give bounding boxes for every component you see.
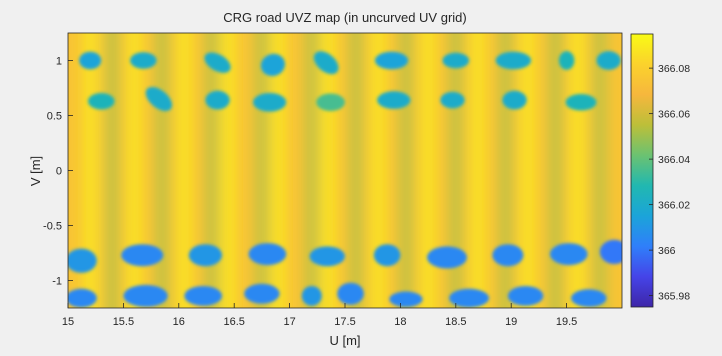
x-tick-label: 15 xyxy=(62,316,74,328)
y-tick-label: -0.5 xyxy=(43,221,62,233)
depression-blob xyxy=(205,90,230,110)
colorbar-ticks: 366.08 366.06 366.04 366.02 366 365.98 xyxy=(649,63,690,303)
stripe-high xyxy=(178,33,190,308)
colorbar-tick-label: 366.08 xyxy=(658,63,690,75)
depression-blob xyxy=(123,284,168,307)
x-axis-label: U [m] xyxy=(329,333,360,348)
stripe-high xyxy=(272,33,285,308)
stripe-low xyxy=(107,33,118,308)
depression-blob xyxy=(130,52,157,69)
y-axis-ticks: 1 0.5 0 -0.5 -1 xyxy=(43,56,73,288)
stripe-low xyxy=(550,33,561,308)
depression-blob xyxy=(599,239,622,264)
plot-area xyxy=(68,33,622,308)
stripe-low xyxy=(500,33,511,308)
x-axis-ticks: 15 15.5 16 16.5 17 17.5 18 18.5 19 19.5 xyxy=(62,303,577,328)
stripe-low xyxy=(351,33,362,308)
depression-blob xyxy=(204,52,231,73)
y-axis-label: V [m] xyxy=(28,156,43,186)
stripe-high xyxy=(572,33,584,308)
depression-blob xyxy=(558,51,575,70)
depression-blob xyxy=(596,51,621,70)
depression-blob xyxy=(495,51,532,70)
depression-blob xyxy=(440,91,465,109)
depression-blob xyxy=(426,246,467,269)
x-tick-label: 16 xyxy=(173,316,185,328)
depression-blob xyxy=(79,51,102,70)
heatmap-background xyxy=(68,33,622,308)
colorbar-tick-label: 366.02 xyxy=(658,200,690,212)
x-tick-label: 17 xyxy=(283,316,295,328)
stripe-low xyxy=(306,33,317,308)
depression-blob xyxy=(377,91,411,109)
colorbar-tick-label: 366 xyxy=(658,245,676,257)
depression-blob xyxy=(571,289,607,307)
depression-blob xyxy=(87,92,115,110)
depression-blob xyxy=(68,288,97,308)
stripe-low xyxy=(207,33,218,308)
depression-blob xyxy=(389,291,423,307)
depression-blob xyxy=(184,286,223,306)
depression-blob xyxy=(313,51,339,75)
depression-blob xyxy=(244,283,280,304)
depression-blob xyxy=(68,248,97,273)
y-tick-label: -1 xyxy=(52,276,62,288)
depression-blob xyxy=(260,53,286,77)
x-tick-label: 17.5 xyxy=(334,316,355,328)
stripe-low xyxy=(256,33,267,308)
x-tick-label: 19 xyxy=(505,316,517,328)
stripe-high xyxy=(472,33,484,308)
depression-blob xyxy=(337,282,364,305)
x-tick-label: 19.5 xyxy=(556,316,577,328)
heatmap-stripes xyxy=(84,33,605,308)
depression-blob xyxy=(502,90,527,110)
heatmap-blobs xyxy=(68,51,622,308)
stripe-high xyxy=(84,33,96,308)
stripe-high xyxy=(522,33,534,308)
depression-blob xyxy=(248,243,287,266)
stripe-high xyxy=(128,33,141,308)
y-tick-label: 0.5 xyxy=(47,111,62,123)
depression-blob xyxy=(309,246,345,267)
colorbar xyxy=(630,33,654,308)
stripe-low xyxy=(400,33,411,308)
depression-blob xyxy=(316,93,346,112)
depression-blob xyxy=(507,286,544,306)
x-tick-label: 16.5 xyxy=(223,316,244,328)
depression-blob xyxy=(121,244,164,267)
depression-blob xyxy=(449,288,490,308)
x-tick-label: 18.5 xyxy=(445,316,466,328)
stripe-high xyxy=(422,33,434,308)
depression-blob xyxy=(301,286,322,306)
depression-blob xyxy=(374,51,409,70)
x-tick-label: 18 xyxy=(394,316,406,328)
stripe-high xyxy=(322,33,334,308)
stripe-low xyxy=(450,33,461,308)
colorbar-tick-label: 366.04 xyxy=(658,154,690,166)
stripe-low xyxy=(157,33,168,308)
stripe-high xyxy=(223,33,235,308)
depression-blob xyxy=(549,243,588,266)
colorbar-tick-label: 365.98 xyxy=(658,291,690,303)
y-tick-label: 0 xyxy=(56,166,62,178)
x-tick-label: 15.5 xyxy=(113,316,134,328)
y-tick-label: 1 xyxy=(56,56,62,68)
colorbar-tick-label: 366.06 xyxy=(658,109,690,121)
depression-blob xyxy=(492,244,524,267)
depression-blob xyxy=(373,244,401,267)
depression-blob xyxy=(253,92,287,112)
stripe-low xyxy=(594,33,605,308)
depression-blob xyxy=(442,52,470,69)
chart-title: CRG road UVZ map (in uncurved UV grid) xyxy=(223,10,466,25)
depression-blob xyxy=(188,244,223,267)
depression-blob xyxy=(565,94,597,111)
depression-blob xyxy=(145,86,173,112)
stripe-high xyxy=(372,33,384,308)
